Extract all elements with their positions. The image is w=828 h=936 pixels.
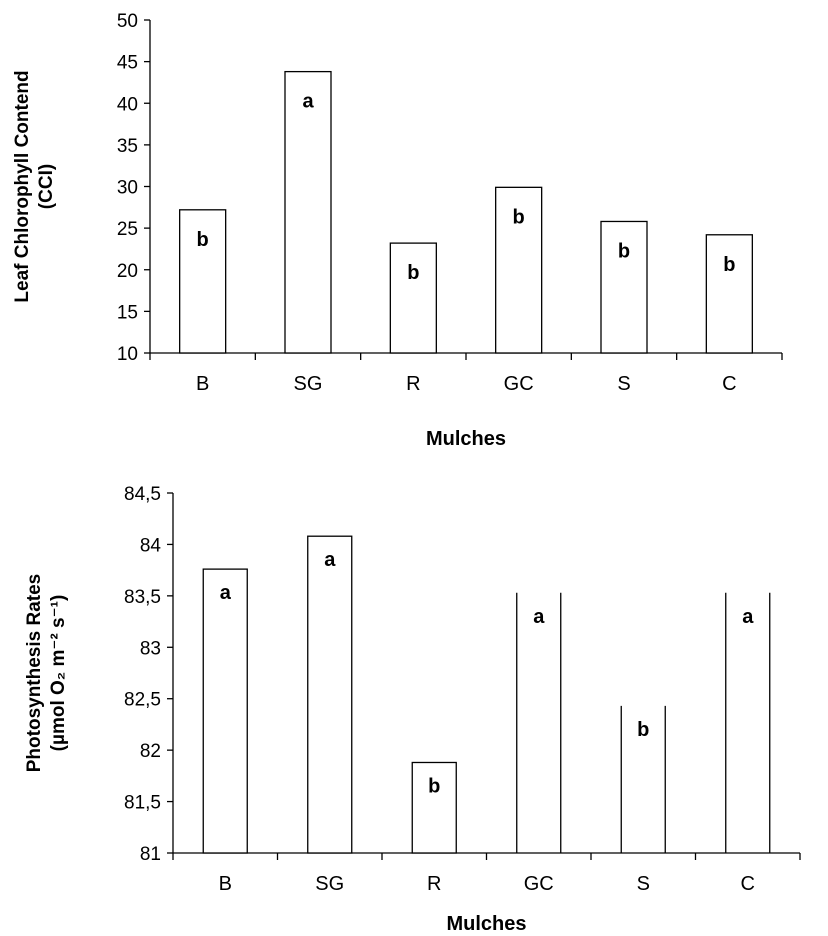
x-axis-title: Mulches	[446, 913, 526, 935]
significance-label: b	[618, 240, 630, 262]
photosynthesis-chart: 81 81,5 82 82,5 83 83,5 84 84,5 a Ba SG b Ra GC b Sa C Mu…	[24, 484, 801, 935]
x-category-label: C	[741, 873, 755, 895]
bar-r	[389, 242, 437, 354]
y-tick-label: 25	[117, 219, 138, 240]
x-category-label: SG	[294, 373, 323, 395]
significance-label: b	[513, 206, 525, 228]
y-tick-label: 81,5	[124, 793, 161, 814]
y-tick-label: 10	[117, 344, 138, 365]
bar-s	[600, 220, 648, 354]
x-category-label: B	[196, 373, 209, 395]
y-tick-label: 84,5	[124, 484, 161, 505]
bar-gc	[516, 592, 562, 853]
bar-c	[705, 234, 753, 354]
y-tick-label: 45	[117, 53, 138, 74]
y-tick-label: 15	[117, 302, 138, 323]
significance-label: b	[197, 229, 209, 251]
y-tick-label: 82	[140, 741, 161, 762]
y-tick-label: 82,5	[124, 690, 161, 711]
bar-b	[202, 568, 248, 854]
x-category-label: S	[617, 373, 630, 395]
x-category-label: SG	[315, 873, 344, 895]
x-category-label: R	[406, 373, 420, 395]
chlorophyll-chart: 10 15 20 25 30 35 40 45 50 b Ba SG b Rb GC b Sb C Mulches L…	[12, 11, 783, 450]
bar-s	[620, 705, 666, 853]
bar-c	[725, 592, 771, 853]
significance-label: a	[533, 606, 545, 628]
bar-sg	[307, 535, 353, 854]
significance-label: a	[302, 91, 314, 113]
y-tick-label: 84	[140, 535, 162, 556]
x-category-label: S	[637, 873, 650, 895]
bar-gc	[495, 186, 543, 354]
significance-label: a	[220, 582, 232, 604]
x-axis-title: Mulches	[426, 428, 506, 450]
y-tick-label: 35	[117, 136, 138, 157]
y-tick-label: 50	[117, 11, 138, 32]
significance-label: b	[637, 719, 649, 741]
x-category-label: C	[722, 373, 736, 395]
significance-label: b	[723, 254, 735, 276]
x-category-label: B	[219, 873, 232, 895]
significance-label: b	[428, 775, 440, 797]
y-axis-title-line: (CCI)	[36, 164, 57, 209]
y-axis-title-line: (µmol O₂ m⁻² s⁻¹)	[48, 595, 69, 752]
y-tick-label: 30	[117, 178, 138, 199]
bar-b	[179, 209, 227, 354]
y-axis-title-line: Leaf Chlorophyll Contend	[12, 70, 33, 302]
y-axis-title-line: Photosynthesis Rates	[24, 574, 45, 773]
x-category-label: GC	[524, 873, 554, 895]
x-category-label: GC	[504, 373, 534, 395]
significance-label: b	[407, 262, 419, 284]
x-category-label: R	[427, 873, 441, 895]
y-tick-label: 40	[117, 94, 138, 115]
y-tick-label: 81	[140, 844, 161, 865]
significance-label: a	[742, 606, 754, 628]
y-tick-label: 83,5	[124, 587, 161, 608]
bar-r	[411, 761, 457, 854]
bar-sg	[284, 70, 332, 354]
significance-label: a	[324, 549, 336, 571]
y-tick-label: 20	[117, 261, 138, 282]
y-tick-label: 83	[140, 638, 161, 659]
